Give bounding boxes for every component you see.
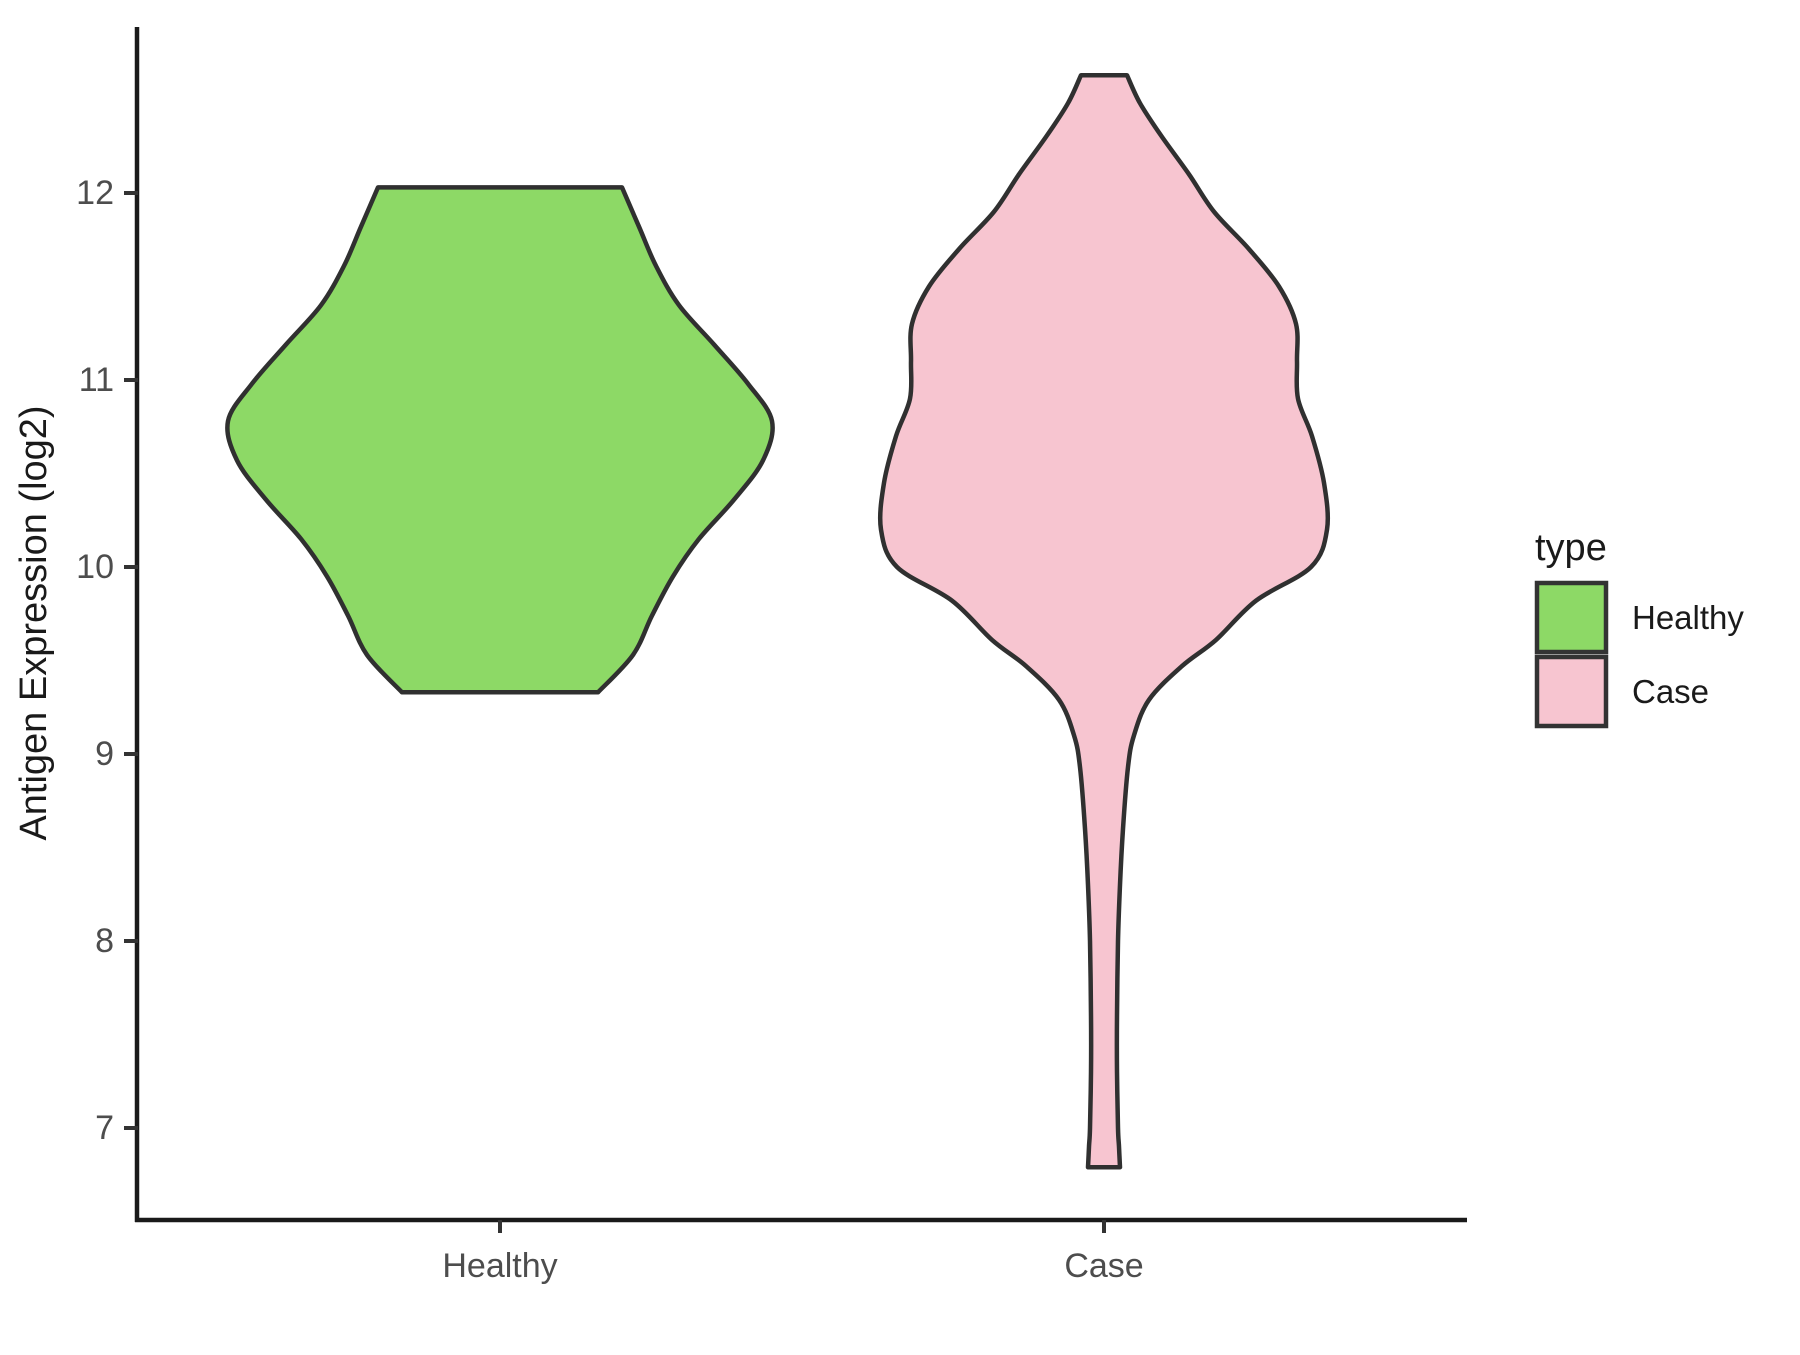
y-tick-label: 12 [76, 174, 114, 212]
y-tick-label: 8 [95, 922, 114, 960]
legend-title: type [1535, 527, 1607, 569]
legend-label-healthy: Healthy [1632, 599, 1744, 636]
y-axis-title: Antigen Expression (log2) [13, 405, 55, 840]
x-ticks-group [498, 1220, 1106, 1233]
y-tick-label: 7 [95, 1109, 114, 1147]
y-tick-label: 11 [79, 361, 114, 399]
violin-healthy [225, 185, 775, 695]
y-ticks-group: 12 11 10 9 8 7 [76, 174, 138, 1147]
y-tick-label: 9 [95, 735, 114, 773]
y-tick-label: 10 [76, 548, 114, 586]
legend-label-case: Case [1632, 673, 1709, 710]
x-category-label-case: Case [1064, 1247, 1143, 1285]
violins-group [225, 72, 1331, 1170]
violin-case [877, 72, 1331, 1170]
x-category-label-healthy: Healthy [442, 1247, 557, 1285]
legend-key-healthy [1534, 580, 1609, 655]
legend: type Healthy Case [1534, 527, 1744, 729]
legend-key-case [1534, 654, 1609, 729]
